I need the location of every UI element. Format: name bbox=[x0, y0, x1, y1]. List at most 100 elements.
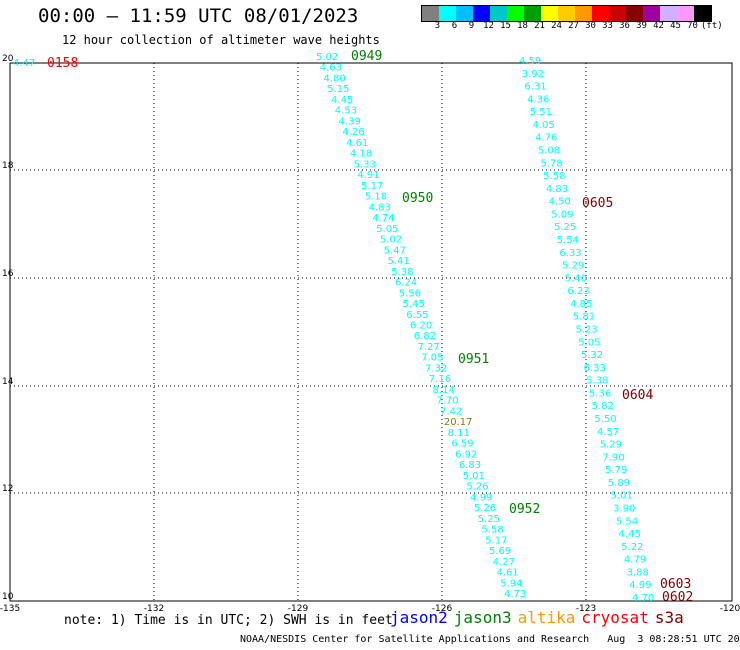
satellite-jason3: jason3 bbox=[453, 608, 512, 627]
swh-value: 5.38 bbox=[586, 376, 608, 387]
legend-label: 12 bbox=[483, 21, 494, 31]
legend-swatch bbox=[541, 6, 558, 21]
swh-value: 6.33 bbox=[559, 248, 581, 259]
swh-value: 4.57 bbox=[597, 427, 619, 438]
legend-swatch bbox=[524, 6, 541, 21]
swh-value: 4.26 bbox=[342, 127, 364, 138]
swh-value: 4.61 bbox=[346, 138, 368, 149]
pass-time-label: 0605 bbox=[582, 196, 613, 211]
legend-swatch bbox=[575, 6, 592, 21]
pass-time-label: 0950 bbox=[402, 191, 433, 206]
pass-time-label: 0604 bbox=[622, 388, 653, 403]
legend-swatch bbox=[626, 6, 643, 21]
swh-value: 5.36 bbox=[589, 388, 611, 399]
map-title: 00:00 – 11:59 UTC 08/01/2023 bbox=[38, 5, 359, 27]
legend-label: 33 bbox=[602, 21, 613, 31]
color-scale-labels: 3 6 9 12 15 18 21 24 27 30 33 36 39 42 45 70 (ft) bbox=[421, 21, 740, 33]
satellite-altika: altika bbox=[517, 608, 576, 627]
swh-value: 6.59 bbox=[451, 439, 473, 450]
lon-tick-label: -132 bbox=[144, 604, 164, 614]
swh-value: 4.05 bbox=[532, 120, 554, 131]
legend-label: 6 bbox=[451, 21, 458, 31]
swh-value: 5.47 bbox=[384, 245, 406, 256]
legend-swatch bbox=[558, 6, 575, 21]
swh-value: 5.18 bbox=[365, 192, 387, 203]
swh-value: 7.42 bbox=[440, 406, 462, 417]
pass-time-label: 0603 bbox=[660, 577, 691, 592]
legend-swatch bbox=[592, 6, 609, 21]
swh-value: 3.92 bbox=[522, 69, 544, 80]
swh-value: 6.20 bbox=[410, 321, 432, 332]
swh-value: 4.99 bbox=[629, 580, 651, 591]
swh-value: 5.33 bbox=[354, 159, 376, 170]
swh-value: 5.02 bbox=[316, 52, 338, 63]
legend-swatch bbox=[660, 6, 677, 21]
swh-value: 4.83 bbox=[546, 184, 568, 195]
swh-value: 6.92 bbox=[455, 449, 477, 460]
legend-label: 9 bbox=[468, 21, 475, 31]
swh-value: 5.17 bbox=[485, 535, 507, 546]
units-note: note: 1) Time is in UTC; 2) SWH is in fe… bbox=[64, 613, 393, 628]
swh-value: 5.01 bbox=[463, 471, 485, 482]
swh-value: 4.61 bbox=[496, 568, 518, 579]
lon-tick-label: -129 bbox=[288, 604, 309, 614]
pass-time-label: 0158 bbox=[47, 56, 78, 71]
legend-label: 27 bbox=[568, 21, 579, 31]
swh-value: 4.39 bbox=[339, 116, 361, 127]
swh-value: 5.58 bbox=[481, 525, 503, 536]
swh-value: 3.90 bbox=[613, 504, 635, 515]
swh-value: 5.26 bbox=[474, 503, 496, 514]
swh-value: 4.63 bbox=[320, 63, 342, 74]
swh-value: 5.89 bbox=[608, 478, 630, 489]
swh-value: 4.70 bbox=[632, 593, 654, 604]
swh-value: 4.91 bbox=[357, 170, 379, 181]
swh-value: 6.82 bbox=[414, 331, 436, 342]
swh-value: 4.74 bbox=[372, 213, 394, 224]
swh-value: 4.73 bbox=[504, 589, 526, 600]
swh-value: 5.29 bbox=[600, 440, 622, 451]
swh-value: 4.83 bbox=[369, 202, 391, 213]
swh-value: 6.83 bbox=[459, 460, 481, 471]
swh-value: 4.18 bbox=[350, 149, 372, 160]
legend-swatch bbox=[507, 6, 524, 21]
swh-value: 4.47 bbox=[13, 58, 35, 69]
swh-value: 8.11 bbox=[448, 428, 470, 439]
legend-swatch bbox=[643, 6, 660, 21]
swh-value: 5.78 bbox=[541, 158, 563, 169]
swh-value: 5.79 bbox=[605, 465, 627, 476]
map-subtitle: 12 hour collection of altimeter wave hei… bbox=[62, 33, 380, 47]
swh-value: 6.24 bbox=[395, 278, 417, 289]
swh-value: 5.26 bbox=[466, 482, 488, 493]
swh-value: 5.15 bbox=[327, 84, 349, 95]
swh-value: 5.69 bbox=[489, 546, 511, 557]
legend-label: 42 bbox=[653, 21, 664, 31]
swh-value: 5.17 bbox=[361, 181, 383, 192]
satellite-s3a: s3a bbox=[654, 608, 684, 627]
legend-label: 45 bbox=[670, 21, 681, 31]
swh-value: 5.56 bbox=[399, 288, 421, 299]
swh-value: 5.02 bbox=[380, 235, 402, 246]
swh-value: 20.17 bbox=[444, 417, 473, 428]
legend-swatch bbox=[490, 6, 507, 21]
legend-label: 36 bbox=[619, 21, 630, 31]
swh-value: 6.31 bbox=[524, 82, 546, 93]
swh-value: 4.45 bbox=[619, 529, 641, 540]
legend-label: 30 bbox=[585, 21, 596, 31]
lon-tick-label: -126 bbox=[432, 604, 453, 614]
pass-time-label: 0949 bbox=[351, 49, 382, 64]
legend-label: 21 bbox=[534, 21, 545, 31]
pass-time-label: 0602 bbox=[662, 590, 693, 605]
legend-swatch bbox=[473, 6, 490, 21]
swh-value: 4.80 bbox=[324, 73, 346, 84]
legend-label: 39 bbox=[636, 21, 647, 31]
swh-value: 5.09 bbox=[551, 209, 573, 220]
swh-value: 5.25 bbox=[478, 514, 500, 525]
swh-value: 7.16 bbox=[429, 374, 451, 385]
swh-value: 5.40 bbox=[565, 273, 587, 284]
swh-value: 7.32 bbox=[425, 363, 447, 374]
swh-value: 4.99 bbox=[470, 492, 492, 503]
legend-label: 15 bbox=[500, 21, 511, 31]
legend-label: 18 bbox=[517, 21, 528, 31]
swh-value: 5.38 bbox=[391, 267, 413, 278]
